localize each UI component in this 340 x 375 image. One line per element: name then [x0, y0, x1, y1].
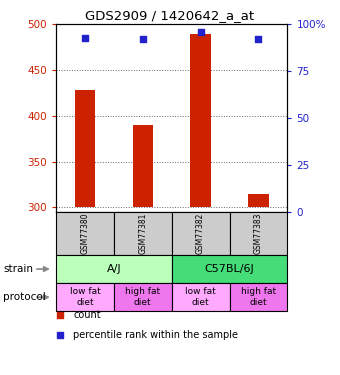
Point [57, 312, 62, 318]
Point [57, 332, 62, 338]
Bar [248, 194, 269, 207]
Text: A/J: A/J [106, 264, 121, 274]
Text: protocol: protocol [3, 292, 46, 302]
Point [256, 36, 261, 42]
Text: strain: strain [3, 264, 33, 274]
Text: low fat
diet: low fat diet [185, 288, 216, 307]
Bar [133, 125, 153, 207]
Point [198, 29, 203, 35]
Text: GSM77381: GSM77381 [138, 213, 147, 254]
Text: GDS2909 / 1420642_a_at: GDS2909 / 1420642_a_at [85, 9, 255, 22]
Text: percentile rank within the sample: percentile rank within the sample [73, 330, 238, 339]
Text: high fat
diet: high fat diet [125, 288, 160, 307]
Text: count: count [73, 310, 101, 320]
Text: high fat
diet: high fat diet [241, 288, 276, 307]
Text: GSM77382: GSM77382 [196, 213, 205, 254]
Text: low fat
diet: low fat diet [70, 288, 100, 307]
Text: C57BL/6J: C57BL/6J [205, 264, 254, 274]
Point [140, 36, 146, 42]
Text: GSM77380: GSM77380 [81, 213, 89, 254]
Point [82, 34, 88, 40]
Bar [75, 90, 95, 207]
Bar [190, 33, 211, 207]
Text: GSM77383: GSM77383 [254, 213, 263, 254]
